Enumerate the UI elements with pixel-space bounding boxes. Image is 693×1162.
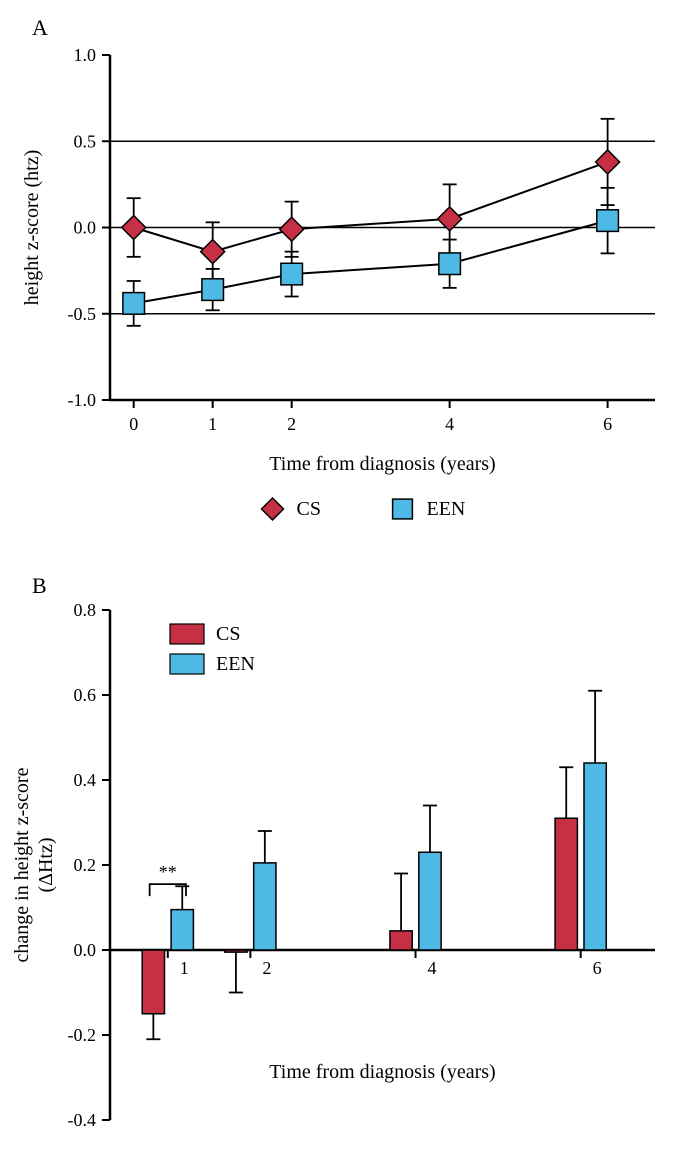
x-tick-label: 6 [603, 414, 612, 434]
y-tick-label: -0.4 [68, 1110, 97, 1130]
panel-b-svg: B -0.4 -0.2 0.0 0.2 0.4 0.6 0.8 1 2 4 6 change in he… [0, 560, 693, 1162]
marker-square [439, 253, 461, 275]
y-tick-label: 0.4 [74, 770, 97, 790]
y-axis-label: height z-score (htz) [21, 150, 43, 305]
bar [142, 950, 164, 1014]
bar [584, 763, 606, 950]
y-tick-label: 0.2 [74, 855, 97, 875]
x-tick-label: 2 [262, 958, 271, 978]
x-tick-label: 2 [287, 414, 296, 434]
marker-square [281, 263, 303, 285]
bar [225, 950, 247, 952]
marker-square [202, 279, 224, 301]
bar [555, 818, 577, 950]
marker-diamond [122, 216, 146, 240]
y-tick-label: 0.8 [74, 600, 97, 620]
x-tick-label: 4 [428, 958, 437, 978]
bar [171, 910, 193, 950]
y-tick-label: 0.6 [74, 685, 97, 705]
legend-label-cs: CS [216, 623, 240, 645]
panel-b-label: B [32, 573, 47, 598]
y-tick-label: 0.0 [74, 940, 97, 960]
legend-label-cs: CS [297, 498, 321, 520]
panel-a-label: A [32, 15, 48, 40]
figure-container: A -1.0 -0.5 0.0 0.5 1.0 0 1 2 4 6 Time from diagnos… [0, 0, 693, 1162]
legend-label-een: EEN [427, 498, 466, 520]
legend-swatch-cs [170, 624, 204, 644]
legend-label-een: EEN [216, 653, 255, 675]
marker-square [597, 210, 619, 232]
x-tick-label: 0 [129, 414, 138, 434]
x-tick-label: 4 [445, 414, 454, 434]
y-tick-label: 1.0 [74, 45, 97, 65]
bar [254, 863, 276, 950]
panel-a-svg: A -1.0 -0.5 0.0 0.5 1.0 0 1 2 4 6 Time from diagnos… [0, 0, 693, 560]
x-tick-label: 1 [208, 414, 217, 434]
x-axis-label: Time from diagnosis (years) [269, 453, 495, 475]
y-tick-label: 0.0 [74, 218, 97, 238]
marker-square [123, 293, 145, 315]
bar [390, 931, 412, 950]
x-axis-label: Time from diagnosis (years) [269, 1061, 495, 1083]
y-tick-label: 0.5 [74, 131, 97, 151]
legend-swatch-een [170, 654, 204, 674]
marker-diamond [201, 240, 225, 264]
marker-square [393, 499, 413, 519]
series-line [134, 162, 608, 252]
y-tick-label: -0.5 [68, 304, 97, 324]
x-tick-label: 6 [593, 958, 602, 978]
y-tick-label: -1.0 [68, 390, 97, 410]
y-tick-label: -0.2 [68, 1025, 97, 1045]
y-axis-label: change in height z-score(ΔHtz) [11, 767, 57, 962]
significance-label: ** [159, 862, 177, 882]
marker-diamond [280, 217, 304, 241]
x-tick-label: 1 [180, 958, 189, 978]
bar [419, 852, 441, 950]
marker-diamond [262, 498, 284, 520]
marker-diamond [596, 150, 620, 174]
